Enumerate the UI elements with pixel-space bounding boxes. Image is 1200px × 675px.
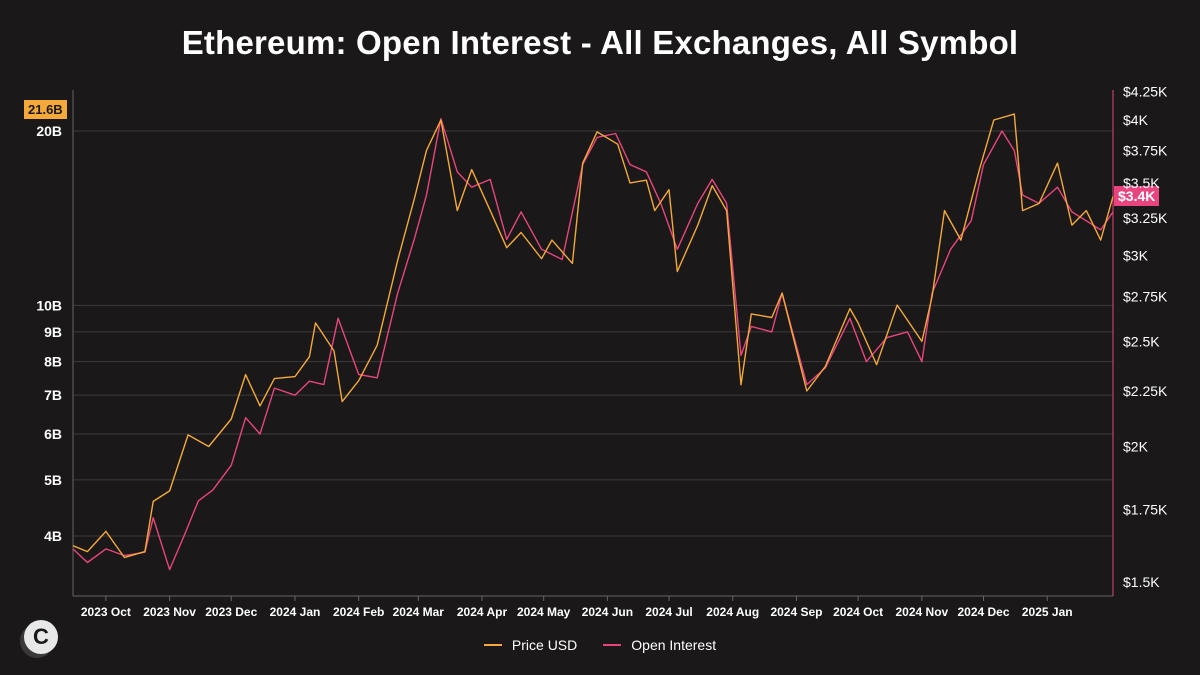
left-tick-label: 7B: [44, 387, 62, 403]
left-tick-label: 9B: [44, 324, 62, 340]
x-tick-label: 2024 Dec: [957, 605, 1009, 619]
left-tick-label: 4B: [44, 528, 62, 544]
legend-item-open-interest[interactable]: Open Interest: [603, 637, 716, 653]
current-open-interest-badge: 21.6B: [24, 100, 67, 119]
right-tick-label: $4.25K: [1123, 83, 1168, 99]
right-tick-label: $3K: [1123, 248, 1149, 264]
x-tick-label: 2024 Oct: [833, 605, 883, 619]
series-layer: [72, 113, 1114, 571]
left-axis-ticks: 4B 5B 6B 7B 8B 9B 10B 20B: [36, 123, 62, 544]
x-tick-label: 2024 Sep: [770, 605, 822, 619]
right-tick-label: $1.75K: [1123, 501, 1168, 517]
x-tick-label: 2024 May: [517, 605, 571, 619]
series-line-price: [72, 113, 1114, 559]
left-tick-label: 10B: [36, 297, 62, 313]
x-tick-label: 2023 Oct: [81, 605, 131, 619]
right-tick-label: $3.25K: [1123, 210, 1168, 226]
left-tick-label: 5B: [44, 472, 62, 488]
legend-item-price[interactable]: Price USD: [483, 637, 578, 653]
x-tick-label: 2025 Jan: [1022, 605, 1073, 619]
x-tick-label: 2024 Jan: [270, 605, 321, 619]
legend-label-open-interest: Open Interest: [631, 637, 717, 653]
x-tick-label: 2023 Nov: [143, 605, 196, 619]
right-tick-label: $4K: [1123, 112, 1149, 128]
current-price-badge: $3.4K: [1114, 186, 1160, 206]
right-tick-label: $2.5K: [1123, 333, 1160, 349]
left-tick-label: 6B: [44, 426, 62, 442]
legend-swatch-open-interest: [603, 644, 622, 646]
right-tick-label: $1.5K: [1123, 574, 1160, 590]
coinglass-logo-icon: C: [24, 620, 58, 654]
right-axis-ticks: $1.5K $1.75K $2K $2.25K $2.5K $2.75K $3K $3.25K…: [1123, 83, 1168, 590]
x-tick-label: 2024 Apr: [457, 605, 508, 619]
legend-swatch-price: [483, 644, 502, 646]
left-tick-label: 8B: [44, 354, 62, 370]
x-tick-label: 2024 Aug: [706, 605, 759, 619]
legend-label-price: Price USD: [511, 637, 578, 653]
right-tick-label: $3.5K: [1123, 175, 1160, 191]
x-tick-label: 2024 Jun: [582, 605, 633, 619]
right-tick-label: $2.75K: [1123, 288, 1168, 304]
left-tick-label: 20B: [36, 123, 62, 139]
right-tick-label: $2K: [1123, 438, 1149, 454]
x-axis-ticks: 2023 Oct 2023 Nov 2023 Dec 2024 Jan 2024 Feb…: [81, 596, 1073, 619]
grid-lines: [73, 130, 1113, 537]
series-line-open-interest: [72, 117, 1114, 571]
right-tick-label: $2.25K: [1123, 383, 1168, 399]
x-tick-label: 2024 Jul: [645, 605, 692, 619]
x-tick-label: 2024 Nov: [896, 605, 949, 619]
right-tick-label: $3.75K: [1123, 142, 1168, 158]
chart-title: Ethereum: Open Interest - All Exchanges,…: [181, 24, 1019, 61]
x-tick-label: 2023 Dec: [205, 605, 257, 619]
x-tick-label: 2024 Mar: [393, 605, 445, 619]
x-tick-label: 2024 Feb: [333, 605, 384, 619]
legend: Price USD Open Interest: [0, 637, 1200, 653]
